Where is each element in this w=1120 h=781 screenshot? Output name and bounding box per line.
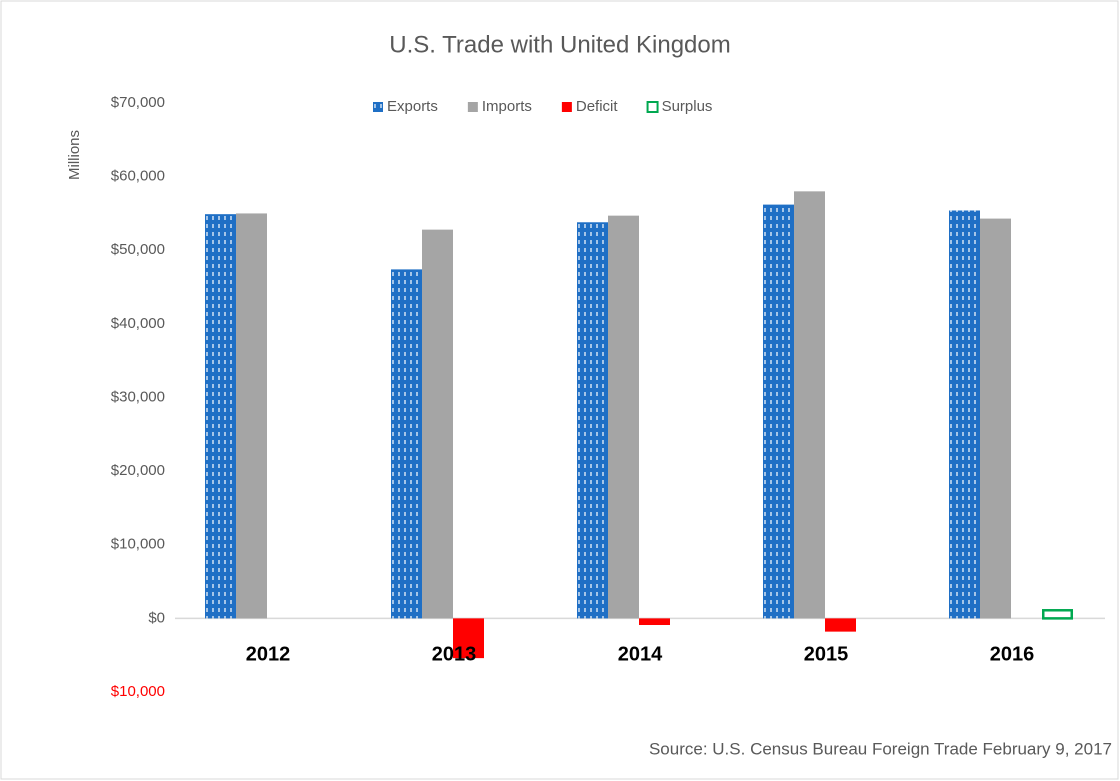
bar: [608, 215, 639, 619]
y-tick-label: $20,000: [111, 462, 165, 479]
legend-swatch: [373, 102, 383, 112]
bar: [422, 229, 453, 619]
chart-title: U.S. Trade with United Kingdom: [389, 31, 731, 58]
bar: [639, 618, 670, 626]
legend-label: Deficit: [576, 98, 619, 115]
bar: [205, 214, 236, 619]
legend-swatch: [561, 102, 572, 112]
x-tick-label: 2015: [804, 643, 849, 665]
y-tick-label: $40,000: [111, 315, 165, 332]
bar: [391, 269, 422, 619]
bar: [453, 618, 484, 659]
bar: [980, 218, 1011, 619]
legend-swatch: [646, 101, 659, 113]
bar: [794, 191, 825, 619]
bar: [236, 213, 267, 619]
y-tick-label: $10,000: [111, 683, 165, 700]
x-tick-label: 2013: [432, 643, 477, 665]
legend-label: Surplus: [662, 98, 713, 115]
legend-label: Imports: [482, 98, 532, 115]
bar: [577, 222, 608, 619]
y-tick-label: $50,000: [111, 241, 165, 258]
legend-swatch: [467, 102, 478, 112]
bar: [825, 618, 856, 632]
bar: [1042, 609, 1073, 620]
y-tick-label: $60,000: [111, 168, 165, 185]
y-tick-label: $10,000: [111, 536, 165, 553]
legend-label: Exports: [387, 98, 438, 115]
bar: [763, 204, 794, 619]
x-tick-label: 2012: [246, 643, 291, 665]
x-tick-label: 2016: [990, 643, 1035, 665]
y-tick-label: $30,000: [111, 388, 165, 405]
x-tick-label: 2014: [618, 643, 663, 665]
y-tick-label: $70,000: [111, 94, 165, 111]
y-tick-label: $0: [148, 609, 165, 626]
source: Source: U.S. Census Bureau Foreign Trade…: [649, 739, 1112, 758]
y-axis-label: Millions: [66, 130, 83, 180]
bar: [949, 210, 980, 619]
